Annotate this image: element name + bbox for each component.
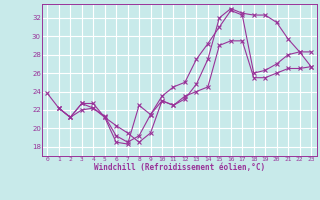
X-axis label: Windchill (Refroidissement éolien,°C): Windchill (Refroidissement éolien,°C) — [94, 163, 265, 172]
